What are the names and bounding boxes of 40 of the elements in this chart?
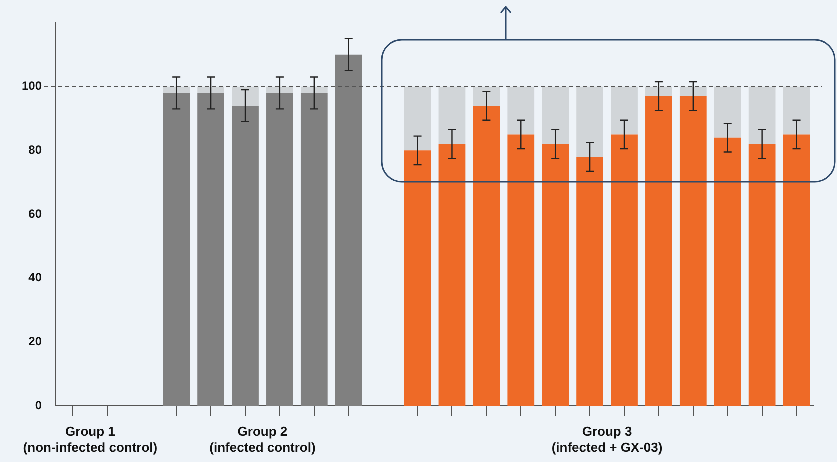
- bar: [404, 86, 432, 151]
- bar: [542, 86, 570, 144]
- bar: [576, 157, 604, 406]
- bar: [748, 144, 776, 406]
- bar: [542, 144, 570, 406]
- bar: [680, 86, 707, 96]
- bar: [300, 93, 328, 406]
- bar: [714, 138, 742, 406]
- bar: [748, 86, 776, 144]
- bar: [611, 134, 638, 406]
- y-tick-label: 60: [28, 206, 42, 221]
- bar: [473, 86, 500, 106]
- y-tick-label: 0: [35, 398, 42, 412]
- bar: [473, 106, 500, 406]
- text: Group 1 (non-infected control): [23, 424, 158, 455]
- bar: [232, 106, 259, 406]
- y-tick-label: 100: [22, 79, 42, 94]
- bar: [266, 93, 294, 406]
- y-tick-label: 20: [28, 334, 42, 348]
- text: Group 2 (infected control): [210, 424, 316, 455]
- bar: [438, 144, 466, 406]
- bar: [438, 86, 466, 144]
- bar: [576, 86, 604, 158]
- bar: [646, 86, 672, 96]
- bar: [198, 93, 224, 406]
- bar: [232, 86, 259, 106]
- bar: [508, 86, 535, 135]
- text: Group 3 (infected + GX-03): [552, 424, 663, 455]
- bar: [335, 54, 362, 406]
- bar: [646, 96, 672, 406]
- bar: [714, 86, 742, 138]
- y-tick-label: 40: [28, 270, 42, 285]
- bar: [404, 150, 432, 406]
- bar: [680, 96, 707, 406]
- bar: [508, 134, 535, 406]
- bar: [783, 134, 810, 406]
- bar: [163, 93, 190, 406]
- bar: [783, 86, 810, 135]
- bar: [611, 86, 638, 135]
- y-tick-label: 80: [28, 142, 42, 157]
